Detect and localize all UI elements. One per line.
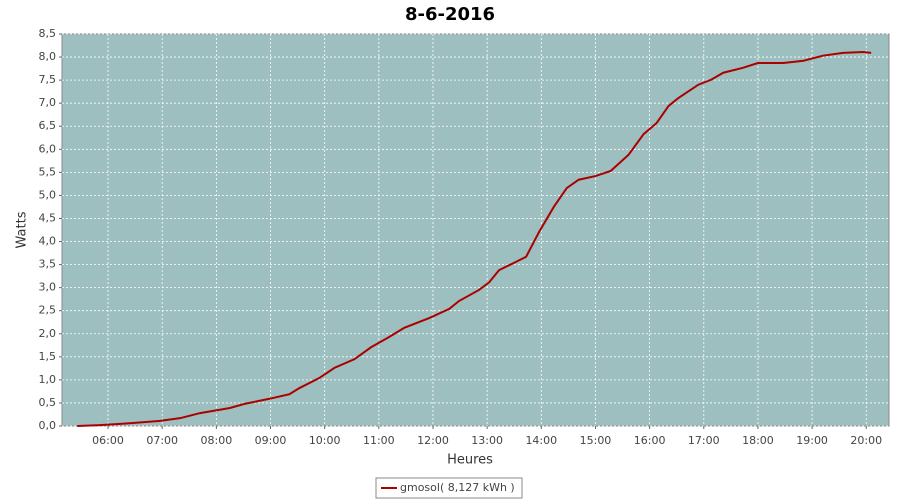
x-tick-label: 06:00 [92,434,124,447]
x-tick-label: 18:00 [742,434,774,447]
y-tick-label: 2,5 [39,304,57,317]
y-tick-label: 1,0 [39,373,57,386]
y-axis-label: Watts [15,211,30,248]
y-tick-label: 1,5 [39,350,57,363]
y-tick-label: 7,5 [39,73,57,86]
y-tick-label: 8,5 [39,27,57,40]
x-tick-label: 10:00 [309,434,341,447]
plot-area [61,33,890,427]
y-tick-label: 2,0 [39,327,57,340]
x-tick-label: 17:00 [688,434,720,447]
x-tick-label: 08:00 [201,434,233,447]
y-tick-label: 5,0 [39,188,57,201]
x-tick-label: 09:00 [255,434,287,447]
y-tick-label: 0,0 [39,419,57,432]
y-tick-label: 3,5 [39,258,57,271]
y-tick-label: 6,5 [39,119,57,132]
x-tick-label: 15:00 [580,434,612,447]
y-tick-label: 7,0 [39,96,57,109]
x-tick-label: 16:00 [634,434,666,447]
y-tick-label: 8,0 [39,50,57,63]
y-tick-label: 4,0 [39,235,57,248]
y-tick-label: 6,0 [39,142,57,155]
data-line [77,50,872,427]
x-tick-label: 13:00 [471,434,503,447]
x-tick-label: 12:00 [417,434,449,447]
x-tick-label: 14:00 [525,434,557,447]
x-tick-label: 19:00 [796,434,828,447]
y-tick-label: 4,5 [39,211,57,224]
x-tick-label: 20:00 [850,434,882,447]
legend-box [375,477,523,499]
y-tick-label: 3,0 [39,281,57,294]
y-tick-label: 0,5 [39,396,57,409]
y-tick-label: 5,5 [39,165,57,178]
x-axis-label: Heures [447,453,493,468]
x-tick-label: 07:00 [146,434,178,447]
legend-label: gmosol( 8,127 kWh ) [400,481,515,494]
chart-title: 8-6-2016 [405,4,495,25]
x-tick-label: 11:00 [363,434,395,447]
